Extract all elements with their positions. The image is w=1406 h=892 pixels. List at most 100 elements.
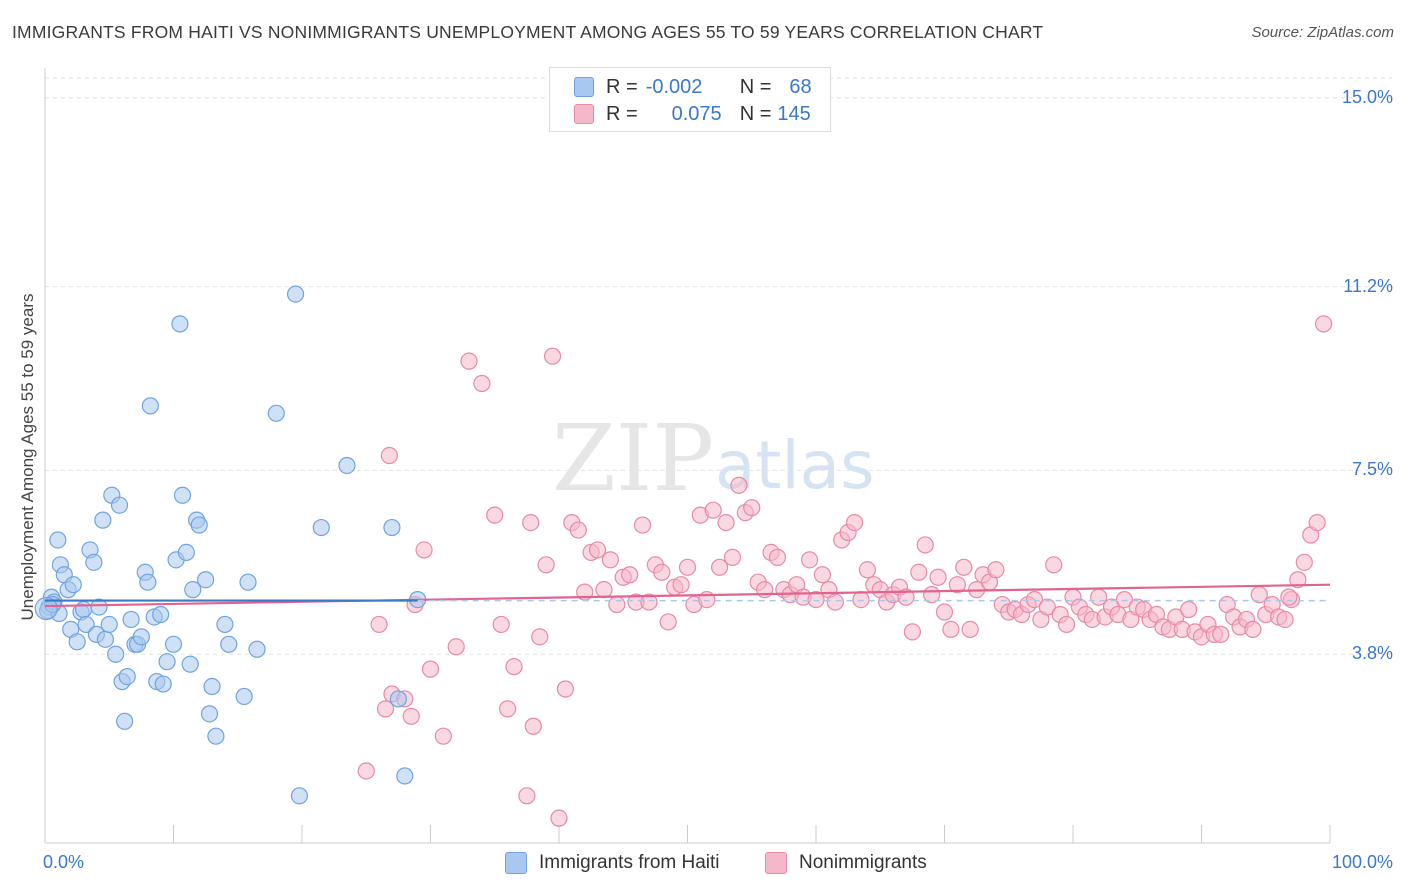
data-point — [518, 787, 536, 805]
data-point — [961, 620, 979, 638]
data-point — [531, 628, 549, 646]
data-point — [338, 456, 356, 475]
data-point — [522, 513, 540, 532]
data-point — [267, 404, 285, 422]
data-point — [34, 596, 58, 621]
data-point — [524, 717, 542, 735]
data-point — [190, 516, 208, 534]
data-point — [164, 635, 183, 653]
y-tick-label: 11.2% — [1343, 275, 1393, 296]
legend-n-value: 145 — [777, 102, 811, 125]
bottom-legend-label-nonimmigrants: Nonimmigrants — [799, 852, 927, 873]
data-point — [813, 566, 832, 584]
data-point — [290, 787, 309, 805]
data-point — [207, 727, 225, 745]
watermark-zip: ZIP — [552, 405, 714, 512]
data-point — [1025, 590, 1044, 609]
trend-layer — [44, 583, 1331, 608]
legend-swatch-haiti — [574, 77, 594, 97]
data-point — [220, 635, 238, 653]
data-point — [376, 700, 395, 718]
data-point — [505, 658, 523, 676]
legend-swatch-nonimmigrants — [574, 104, 594, 124]
data-point — [903, 623, 921, 641]
data-point — [216, 615, 234, 634]
data-point — [672, 576, 690, 594]
data-point — [717, 513, 735, 532]
data-point — [1057, 615, 1076, 634]
bottom-legend-haiti[interactable]: Immigrants from Haiti — [505, 852, 720, 874]
data-point — [1280, 588, 1298, 606]
legend-row-haiti: R = -0.002 N = 68 — [574, 74, 812, 100]
source-credit: Source: ZipAtlas.com — [1251, 24, 1394, 41]
bottom-legend-label-haiti: Immigrants from Haiti — [539, 852, 720, 873]
data-point — [550, 809, 568, 827]
data-point — [177, 543, 195, 561]
trend-line-nonimmigrants — [44, 583, 1331, 608]
data-point — [184, 581, 202, 599]
data-point — [929, 568, 947, 586]
data-point — [132, 628, 150, 646]
data-point — [621, 566, 639, 584]
data-point — [1308, 513, 1326, 532]
data-point — [845, 513, 864, 532]
data-point — [1045, 556, 1063, 574]
bottom-legend-nonimmigrants[interactable]: Nonimmigrants — [765, 852, 927, 874]
data-point — [942, 620, 960, 638]
data-point — [203, 677, 221, 696]
legend-r-value: 0.075 — [671, 102, 722, 125]
data-point — [235, 687, 253, 706]
data-point — [181, 655, 199, 673]
data-point — [569, 521, 587, 539]
data-point — [90, 598, 108, 616]
data-point — [852, 590, 870, 609]
data-point — [723, 548, 742, 566]
x-tick-label: 100.0% — [1331, 852, 1393, 872]
data-point — [537, 556, 555, 574]
data-point — [415, 541, 433, 559]
data-point — [380, 446, 398, 465]
data-point — [492, 615, 510, 634]
data-point — [200, 705, 219, 723]
y-axis-label: Unemployment Among Ages 55 to 59 years — [18, 293, 37, 621]
data-point — [396, 767, 414, 785]
data-point — [807, 590, 825, 609]
axes — [44, 68, 1331, 844]
data-point — [197, 571, 215, 589]
data-point — [158, 653, 176, 671]
data-point — [595, 581, 613, 599]
data-point — [1289, 571, 1307, 589]
data-point — [486, 506, 504, 524]
data-point — [122, 610, 140, 629]
legend-n-value: 68 — [789, 75, 812, 98]
data-point — [421, 660, 440, 678]
legend-r-label: R = — [606, 75, 638, 98]
data-point — [730, 476, 748, 494]
data-point — [1276, 610, 1294, 629]
bottom-legend-swatch-nonimmigrants — [765, 852, 787, 874]
data-point — [601, 551, 620, 569]
data-point — [85, 553, 103, 571]
data-point — [171, 315, 189, 333]
data-point — [916, 536, 934, 554]
legend-n-label: N = — [739, 102, 772, 125]
data-point — [383, 518, 401, 537]
data-point — [447, 638, 465, 656]
legend-r-label: R = — [606, 102, 638, 125]
data-point — [1244, 620, 1262, 638]
data-point — [239, 573, 257, 591]
data-point — [659, 613, 677, 631]
data-point — [910, 563, 928, 581]
data-point — [110, 496, 129, 514]
data-point — [473, 374, 491, 393]
data-point — [704, 501, 722, 519]
bottom-legend-swatch-haiti — [505, 852, 527, 874]
data-point — [1212, 625, 1230, 643]
data-point — [987, 561, 1005, 579]
data-point — [68, 633, 86, 651]
series-haiti — [38, 285, 427, 805]
data-point — [116, 712, 134, 730]
correlation-legend: R = -0.002 N = 68 R = 0.075 N = 145 — [549, 67, 831, 132]
data-point — [94, 511, 112, 529]
data-point — [640, 593, 658, 611]
